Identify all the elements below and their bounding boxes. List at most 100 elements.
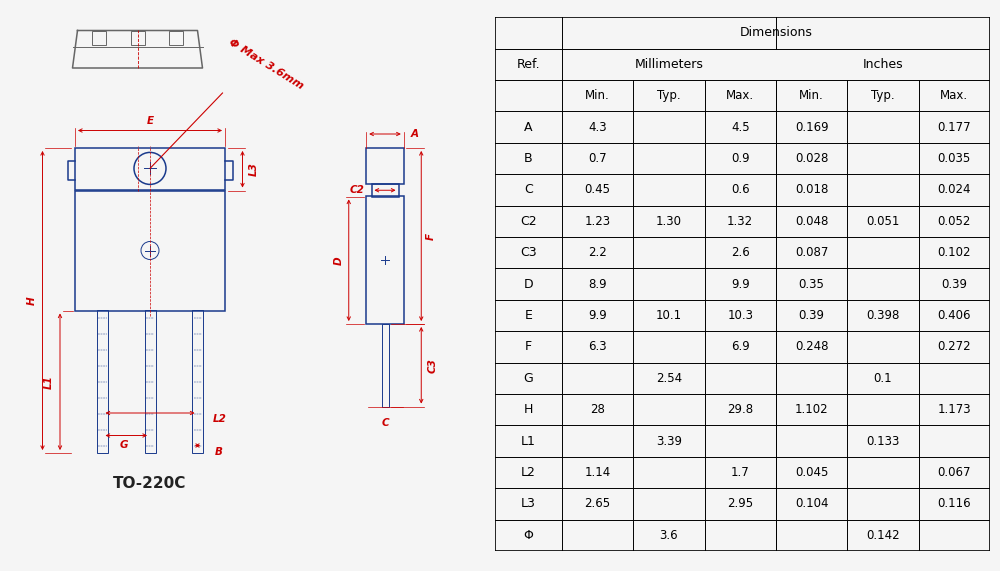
Text: 0.052: 0.052	[938, 215, 971, 228]
Text: 0.177: 0.177	[938, 120, 971, 134]
Text: 9.9: 9.9	[588, 309, 607, 322]
Text: 0.272: 0.272	[938, 340, 971, 353]
Text: 2.54: 2.54	[656, 372, 682, 385]
Text: C3: C3	[427, 358, 437, 373]
Text: 2.65: 2.65	[584, 497, 611, 510]
Text: 0.406: 0.406	[938, 309, 971, 322]
Bar	[75, 191, 225, 311]
Text: 0.024: 0.024	[938, 183, 971, 196]
Text: 0.067: 0.067	[938, 466, 971, 479]
Text: 0.398: 0.398	[866, 309, 900, 322]
Text: 10.3: 10.3	[727, 309, 753, 322]
Text: 0.104: 0.104	[795, 497, 828, 510]
Bar	[92, 31, 106, 45]
Text: 1.7: 1.7	[731, 466, 750, 479]
Text: TO-220C: TO-220C	[113, 476, 187, 490]
Text: 1.23: 1.23	[584, 215, 611, 228]
Text: 9.9: 9.9	[731, 278, 750, 291]
Text: 3.39: 3.39	[656, 435, 682, 448]
Text: 0.116: 0.116	[938, 497, 971, 510]
Text: 6.9: 6.9	[731, 340, 750, 353]
Text: Max.: Max.	[940, 89, 968, 102]
Text: 0.7: 0.7	[588, 152, 607, 165]
Text: 4.3: 4.3	[588, 120, 607, 134]
Text: 0.087: 0.087	[795, 246, 828, 259]
Text: 0.1: 0.1	[874, 372, 892, 385]
Text: B: B	[524, 152, 533, 165]
Text: Φ Max 3.6mm: Φ Max 3.6mm	[226, 38, 305, 91]
Text: 28: 28	[590, 403, 605, 416]
Text: Dimensions: Dimensions	[739, 26, 812, 39]
Text: 2.95: 2.95	[727, 497, 753, 510]
Bar	[97, 311, 108, 453]
Text: E: E	[146, 116, 154, 127]
Bar	[372, 184, 398, 196]
Text: 0.142: 0.142	[866, 529, 900, 542]
Bar	[169, 31, 183, 45]
Text: H: H	[524, 403, 533, 416]
Text: 1.102: 1.102	[795, 403, 828, 416]
Text: Max.: Max.	[726, 89, 754, 102]
Text: 0.045: 0.045	[795, 466, 828, 479]
Text: L3: L3	[521, 497, 536, 510]
Text: 4.5: 4.5	[731, 120, 750, 134]
Text: 2.2: 2.2	[588, 246, 607, 259]
Bar	[75, 148, 225, 191]
Text: C2: C2	[350, 185, 365, 195]
Text: 0.051: 0.051	[866, 215, 900, 228]
Text: Millimeters: Millimeters	[634, 58, 703, 71]
Text: C3: C3	[520, 246, 537, 259]
Bar	[382, 324, 388, 407]
Text: L2: L2	[521, 466, 536, 479]
Text: 1.173: 1.173	[938, 403, 971, 416]
Text: C: C	[381, 417, 389, 428]
Text: 0.35: 0.35	[799, 278, 825, 291]
Text: 0.39: 0.39	[799, 309, 825, 322]
Text: 1.32: 1.32	[727, 215, 753, 228]
Text: 0.248: 0.248	[795, 340, 828, 353]
Text: 2.6: 2.6	[731, 246, 750, 259]
Text: D: D	[524, 278, 533, 291]
Text: Min.: Min.	[585, 89, 610, 102]
Text: 1.30: 1.30	[656, 215, 682, 228]
Text: Typ.: Typ.	[657, 89, 681, 102]
Bar	[366, 196, 404, 324]
Text: 0.028: 0.028	[795, 152, 828, 165]
Text: G: G	[120, 440, 128, 449]
Text: F: F	[525, 340, 532, 353]
Text: 8.9: 8.9	[588, 278, 607, 291]
Text: 0.133: 0.133	[866, 435, 900, 448]
Text: A: A	[411, 129, 419, 139]
Text: L1: L1	[521, 435, 536, 448]
Text: F: F	[426, 232, 436, 240]
Text: 6.3: 6.3	[588, 340, 607, 353]
Text: L3: L3	[248, 162, 258, 176]
Text: 0.048: 0.048	[795, 215, 828, 228]
Text: H: H	[26, 296, 36, 305]
Bar	[366, 148, 404, 184]
Text: 1.14: 1.14	[584, 466, 611, 479]
Text: E: E	[524, 309, 532, 322]
Text: 0.9: 0.9	[731, 152, 750, 165]
Text: 3.6: 3.6	[660, 529, 678, 542]
Text: A: A	[524, 120, 533, 134]
Bar	[144, 311, 156, 453]
Text: 29.8: 29.8	[727, 403, 753, 416]
Text: 0.39: 0.39	[941, 278, 967, 291]
Text: L2: L2	[213, 414, 227, 424]
Text: C: C	[524, 183, 533, 196]
Text: L1: L1	[44, 375, 54, 389]
Text: Ref.: Ref.	[517, 58, 540, 71]
Text: 0.035: 0.035	[938, 152, 971, 165]
Text: Inches: Inches	[863, 58, 903, 71]
Text: G: G	[524, 372, 533, 385]
Text: Min.: Min.	[799, 89, 824, 102]
Text: Φ: Φ	[523, 529, 533, 542]
Text: D: D	[334, 256, 344, 264]
Text: 0.45: 0.45	[585, 183, 611, 196]
Text: 10.1: 10.1	[656, 309, 682, 322]
Text: 0.6: 0.6	[731, 183, 750, 196]
Text: 0.018: 0.018	[795, 183, 828, 196]
Text: 0.169: 0.169	[795, 120, 828, 134]
Text: Typ.: Typ.	[871, 89, 895, 102]
